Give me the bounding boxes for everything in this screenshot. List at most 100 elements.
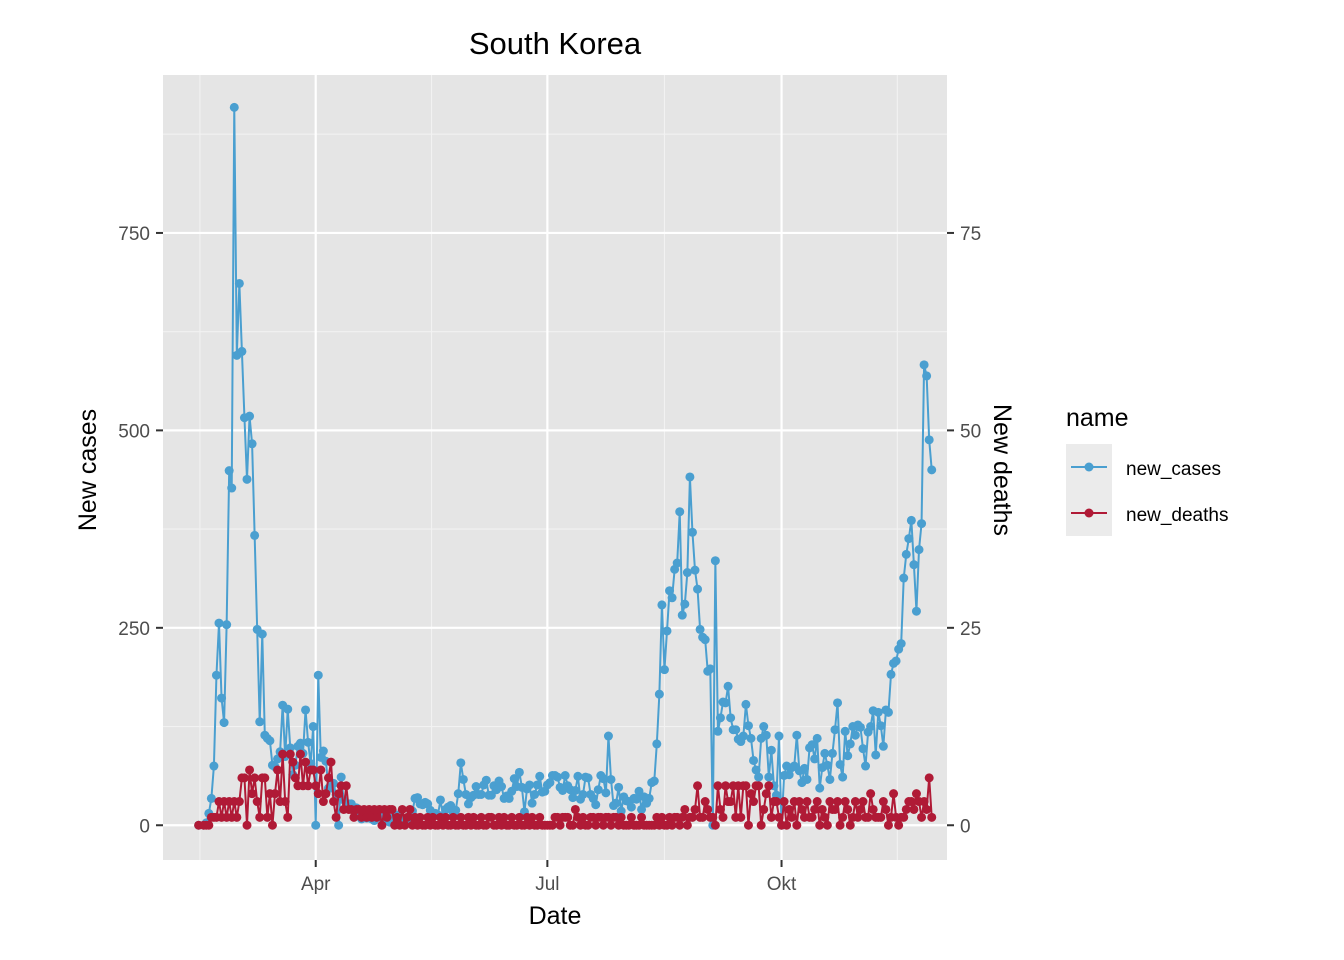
data-point-new-deaths — [825, 797, 835, 807]
legend-label-new-cases: new_cases — [1126, 459, 1221, 480]
data-point-new-cases — [334, 820, 344, 830]
data-point-new-deaths — [855, 804, 865, 814]
data-point-new-cases — [917, 519, 927, 529]
data-point-new-deaths — [878, 797, 888, 807]
data-point-new-deaths — [746, 789, 756, 799]
data-point-new-cases — [224, 466, 234, 476]
data-point-new-cases — [876, 721, 886, 731]
data-point-new-deaths — [250, 773, 260, 783]
legend-title: name — [1066, 404, 1129, 432]
data-point-new-cases — [677, 610, 687, 620]
data-point-new-cases — [743, 721, 753, 731]
data-point-new-deaths — [273, 765, 283, 775]
data-point-new-deaths — [232, 812, 242, 822]
chart-title: South Korea — [469, 26, 642, 61]
data-point-new-deaths — [583, 820, 593, 830]
data-point-new-deaths — [868, 804, 878, 814]
data-point-new-deaths — [802, 797, 812, 807]
data-point-new-deaths — [242, 820, 252, 830]
data-point-new-deaths — [626, 812, 636, 822]
data-point-new-cases — [672, 558, 682, 568]
data-point-new-cases — [206, 793, 216, 803]
data-point-new-deaths — [486, 812, 496, 822]
data-point-new-cases — [891, 656, 901, 666]
data-point-new-deaths — [726, 797, 736, 807]
y2-tick-label: 50 — [960, 421, 981, 442]
data-point-new-deaths — [270, 789, 280, 799]
y-axis-title: New cases — [74, 409, 102, 531]
y2-tick-label: 0 — [960, 816, 971, 837]
data-point-new-cases — [825, 774, 835, 784]
data-point-new-deaths — [830, 804, 840, 814]
data-point-new-deaths — [252, 797, 262, 807]
data-point-new-cases — [568, 793, 578, 803]
data-point-new-deaths — [329, 797, 339, 807]
data-point-new-cases — [807, 740, 817, 750]
data-point-new-deaths — [690, 804, 700, 814]
data-point-new-deaths — [792, 820, 802, 830]
data-point-new-cases — [713, 726, 723, 736]
plot-panel — [163, 75, 947, 860]
data-point-new-cases — [659, 665, 669, 675]
data-point-new-deaths — [693, 781, 703, 791]
legend: name new_cases new_deaths — [1066, 404, 1228, 536]
data-point-new-cases — [601, 788, 611, 798]
data-point-new-deaths — [476, 812, 486, 822]
data-point-new-cases — [904, 534, 914, 544]
data-point-new-deaths — [812, 797, 822, 807]
data-point-new-cases — [861, 761, 871, 771]
y2-tick-label: 75 — [960, 224, 981, 245]
data-point-new-deaths — [876, 812, 886, 822]
data-point-new-cases — [754, 772, 764, 782]
data-point-new-deaths — [563, 812, 573, 822]
data-point-new-deaths — [815, 820, 825, 830]
data-point-new-cases — [654, 689, 664, 699]
data-point-new-deaths — [578, 812, 588, 822]
data-point-new-deaths — [667, 820, 677, 830]
data-point-new-cases — [906, 515, 916, 525]
data-point-new-cases — [700, 635, 710, 645]
data-point-new-deaths — [883, 820, 893, 830]
data-point-new-deaths — [555, 820, 565, 830]
data-point-new-deaths — [784, 804, 794, 814]
data-point-new-cases — [738, 731, 748, 741]
data-point-new-deaths — [428, 812, 438, 822]
data-point-new-deaths — [606, 820, 616, 830]
data-point-new-cases — [456, 758, 466, 768]
data-point-new-deaths — [909, 804, 919, 814]
data-point-new-deaths — [822, 820, 832, 830]
data-point-new-cases — [705, 664, 715, 674]
data-point-new-deaths — [267, 820, 277, 830]
data-point-new-deaths — [700, 797, 710, 807]
data-point-new-deaths — [382, 812, 392, 822]
data-point-new-deaths — [308, 765, 318, 775]
data-point-new-deaths — [260, 773, 270, 783]
data-point-new-cases — [265, 736, 275, 746]
data-point-new-deaths — [779, 797, 789, 807]
y2-axis-title: New deaths — [988, 404, 1016, 536]
data-point-new-cases — [924, 435, 934, 445]
data-point-new-deaths — [326, 757, 336, 767]
data-point-new-deaths — [255, 812, 265, 822]
data-point-new-deaths — [262, 812, 272, 822]
data-point-new-deaths — [759, 804, 769, 814]
data-point-new-deaths — [547, 820, 557, 830]
data-point-new-deaths — [514, 812, 524, 822]
data-point-new-deaths — [285, 749, 295, 759]
data-point-new-deaths — [402, 812, 412, 822]
data-point-new-deaths — [894, 820, 904, 830]
data-point-new-deaths — [899, 812, 909, 822]
data-point-new-cases — [761, 730, 771, 740]
data-point-new-cases — [871, 750, 881, 760]
data-point-new-cases — [458, 774, 468, 784]
data-point-new-deaths — [838, 812, 848, 822]
data-point-new-cases — [497, 782, 507, 792]
x-axis-title: Date — [529, 902, 582, 930]
data-point-new-cases — [746, 733, 756, 743]
data-point-new-deaths — [349, 812, 359, 822]
data-point-new-cases — [741, 699, 751, 709]
data-point-new-deaths — [278, 749, 288, 759]
data-point-new-deaths — [397, 804, 407, 814]
data-point-new-deaths — [919, 797, 929, 807]
data-point-new-deaths — [866, 789, 876, 799]
